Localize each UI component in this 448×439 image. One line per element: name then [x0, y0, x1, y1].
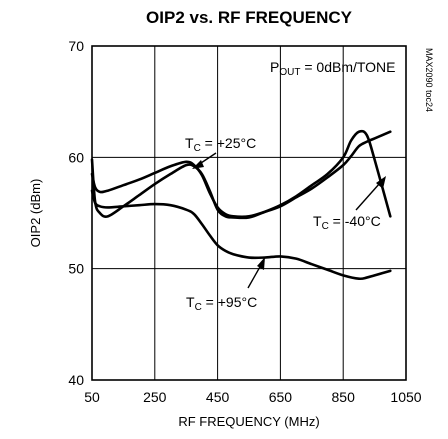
series-label-minus40c-suffix: = -40°C — [329, 213, 381, 229]
series-line-minus40c — [90, 129, 392, 220]
series-lines — [90, 129, 392, 281]
series-label-25c: TC = +25°C — [185, 135, 256, 154]
condition-prefix: P — [270, 59, 279, 75]
condition-sub: OUT — [279, 67, 300, 78]
series-label-minus40c-sub: C — [322, 221, 329, 232]
figure-code: MAX2090 toc24 — [424, 48, 434, 112]
y-tick-label: 50 — [68, 261, 84, 277]
condition-label: POUT = 0dBm/TONE — [270, 59, 396, 78]
y-tick-labels: 40 50 60 70 — [68, 38, 84, 388]
y-tick-label: 70 — [68, 38, 84, 54]
y-axis-label: OIP2 (dBm) — [28, 179, 43, 248]
series-line-25c — [90, 130, 392, 219]
series-line-95c — [90, 189, 392, 281]
x-tick-labels: 50 250 450 650 850 1050 — [84, 389, 422, 405]
x-tick-label: 650 — [269, 389, 293, 405]
chart-title: OIP2 vs. RF FREQUENCY — [146, 8, 353, 27]
series-label-minus40c-prefix: T — [313, 213, 322, 229]
arrow-25c — [192, 152, 217, 169]
series-label-25c-prefix: T — [185, 135, 194, 151]
series-label-minus40c: TC = -40°C — [313, 213, 381, 232]
arrow-95c — [247, 257, 265, 289]
series-label-95c-sub: C — [195, 302, 202, 313]
grid — [92, 46, 406, 380]
x-tick-label: 1050 — [390, 389, 421, 405]
series-label-25c-sub: C — [194, 143, 201, 154]
x-tick-label: 50 — [84, 389, 100, 405]
x-tick-label: 250 — [143, 389, 167, 405]
series-label-95c: TC = +95°C — [186, 294, 257, 313]
x-axis-label: RF FREQUENCY (MHz) — [178, 414, 319, 429]
series-label-25c-suffix: = +25°C — [201, 135, 256, 151]
plot-frame — [91, 45, 407, 381]
condition-suffix: = 0dBm/TONE — [300, 59, 395, 75]
series-label-95c-prefix: T — [186, 294, 195, 310]
y-tick-label: 60 — [68, 149, 84, 165]
x-tick-label: 850 — [332, 389, 356, 405]
y-tick-label: 40 — [68, 372, 84, 388]
series-label-95c-suffix: = +95°C — [202, 294, 257, 310]
x-tick-label: 450 — [206, 389, 230, 405]
arrow-minus40c — [355, 176, 386, 211]
